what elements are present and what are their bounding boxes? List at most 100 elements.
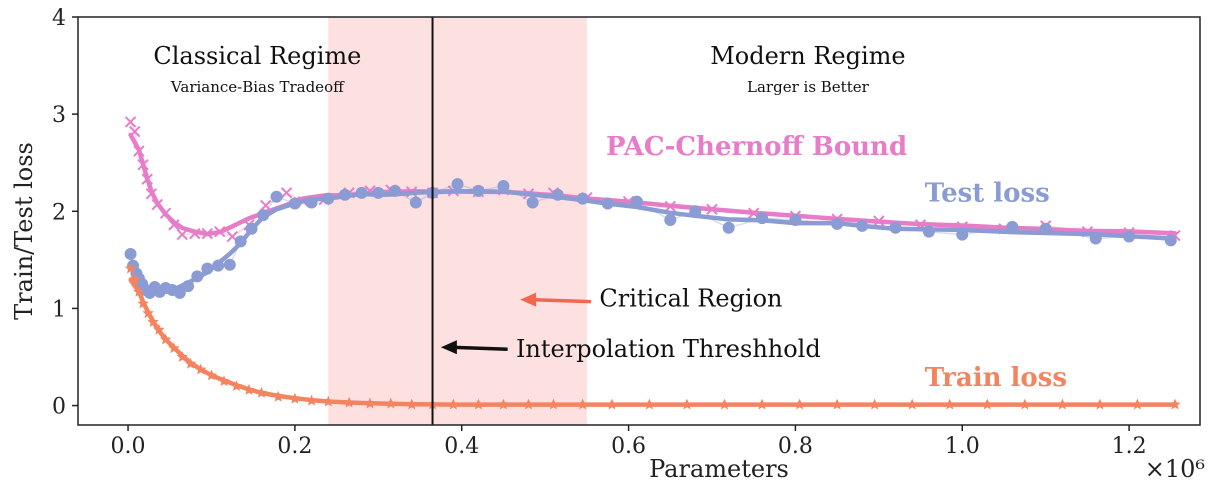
y-tick-label: 1 xyxy=(52,297,66,322)
train-loss-point xyxy=(869,398,881,410)
test-loss-point xyxy=(1039,222,1052,235)
arrow-shaft-interpolation-threshhold xyxy=(450,345,508,351)
x-tick-label: 0.2 xyxy=(277,434,312,459)
pac-chernoff-bound-point xyxy=(168,219,180,231)
pac-chernoff-bound-point xyxy=(159,207,172,219)
train-loss-point xyxy=(129,273,141,285)
x-tick-label: 1.2 xyxy=(1112,434,1147,459)
test-loss-point xyxy=(288,197,301,210)
train-loss-point xyxy=(577,398,589,410)
test-loss-point xyxy=(388,184,401,197)
text-layer: PAC-Chernoff Bound Test loss Train loss Cla… xyxy=(153,42,1067,393)
train-loss-point xyxy=(255,386,268,398)
train-loss-point xyxy=(406,398,418,410)
train-loss-point xyxy=(322,395,334,407)
test-loss-point xyxy=(831,217,844,230)
test-loss-point xyxy=(756,212,769,225)
y-tick-label: 0 xyxy=(52,395,66,420)
test-loss-point xyxy=(201,262,214,275)
test-loss-point xyxy=(257,209,270,222)
test-loss-point xyxy=(889,221,902,234)
regime-title-modern-regime: Modern Regime xyxy=(710,42,905,70)
test-loss-point xyxy=(451,178,464,191)
train-loss-point xyxy=(718,398,731,410)
test-loss-point xyxy=(922,225,935,238)
train-loss-point xyxy=(385,397,397,409)
test-loss-point xyxy=(182,280,195,293)
test-loss-point xyxy=(664,214,677,227)
train-loss-point xyxy=(606,398,618,410)
pac-chernoff-bound-point xyxy=(129,125,141,138)
y-tick-label: 2 xyxy=(52,200,66,225)
series-label-test-loss: Test loss xyxy=(925,179,1050,209)
pac-chernoff-bound-point xyxy=(133,145,145,157)
test-loss-point xyxy=(956,228,969,241)
train-loss-point xyxy=(289,392,301,404)
train-loss-point xyxy=(793,398,806,410)
train-loss-point xyxy=(497,398,510,410)
train-loss-point xyxy=(831,398,843,410)
train-loss-point xyxy=(547,398,560,410)
pac-chernoff-bound-point xyxy=(189,227,201,240)
y-tick-label: 3 xyxy=(52,103,66,128)
train-loss-point xyxy=(1056,398,1069,410)
train-loss-point xyxy=(756,398,768,410)
pac-chernoff-bound-point xyxy=(151,198,163,211)
pac-chernoff-bound-point xyxy=(124,116,137,128)
train-loss-point xyxy=(681,398,693,410)
train-loss-point xyxy=(147,316,159,327)
x-tick-label: 1.0 xyxy=(945,434,980,459)
regime-subtitle-classical-regime: Variance-Bias Tradeoff xyxy=(170,78,345,96)
test-loss-point xyxy=(409,196,422,209)
test-loss-point xyxy=(212,259,225,272)
pac-chernoff-bound-point xyxy=(176,228,188,241)
train-loss-point xyxy=(176,351,188,362)
test-loss-point xyxy=(372,186,385,199)
series-test-loss xyxy=(124,178,1177,299)
test-loss-point xyxy=(338,188,351,201)
x-tick-label: 0.0 xyxy=(111,434,146,459)
annotation-critical-region: Critical Region xyxy=(599,285,782,313)
regime-title-classical-regime: Classical Regime xyxy=(153,42,361,70)
arrow-head-critical-region xyxy=(520,292,537,307)
train-loss-point xyxy=(194,363,207,375)
test-loss-point xyxy=(305,196,318,209)
test-loss-point xyxy=(270,190,283,203)
series-train-loss xyxy=(124,262,1181,410)
test-loss-point xyxy=(689,205,702,218)
train-loss-point xyxy=(142,307,154,319)
test-loss-point xyxy=(322,192,335,205)
test-loss-point xyxy=(124,248,137,261)
plot-frame xyxy=(77,16,1201,426)
y-axis-label: Train/Test loss xyxy=(10,142,38,320)
test-loss-point xyxy=(1123,230,1136,243)
test-loss-point xyxy=(1089,232,1102,245)
train-loss-point xyxy=(906,398,918,410)
series-layer xyxy=(124,116,1181,410)
pac-chernoff-bound-point xyxy=(873,215,885,227)
train-loss-point xyxy=(1019,398,1031,410)
pac-chernoff-bound-point xyxy=(201,227,214,240)
pac-chernoff-bound-point xyxy=(664,200,676,213)
test-loss-point xyxy=(1164,234,1177,247)
train-loss-point xyxy=(343,396,355,408)
train-loss-point xyxy=(364,397,376,409)
series-label-pac-chernoff-bound: PAC-Chernoff Bound xyxy=(606,132,907,162)
annotation-interpolation-threshhold: Interpolation Threshhold xyxy=(516,335,821,363)
series-label-train-loss: Train loss xyxy=(925,363,1067,393)
train-loss-point xyxy=(272,390,284,402)
pac-chernoff-bound-point xyxy=(259,199,272,212)
arrow-head-interpolation-threshhold xyxy=(440,340,457,355)
train-loss-point xyxy=(137,297,149,309)
train-loss-point xyxy=(1131,398,1144,410)
x-tick-label: 0.4 xyxy=(444,434,479,459)
arrow-shaft-critical-region xyxy=(530,297,592,304)
regime-subtitle-modern-regime: Larger is Better xyxy=(747,78,870,96)
train-loss-point xyxy=(522,398,535,410)
train-loss-point xyxy=(168,342,180,354)
train-loss-point xyxy=(472,398,485,410)
train-loss-point xyxy=(230,380,243,391)
train-loss-point xyxy=(124,262,137,274)
